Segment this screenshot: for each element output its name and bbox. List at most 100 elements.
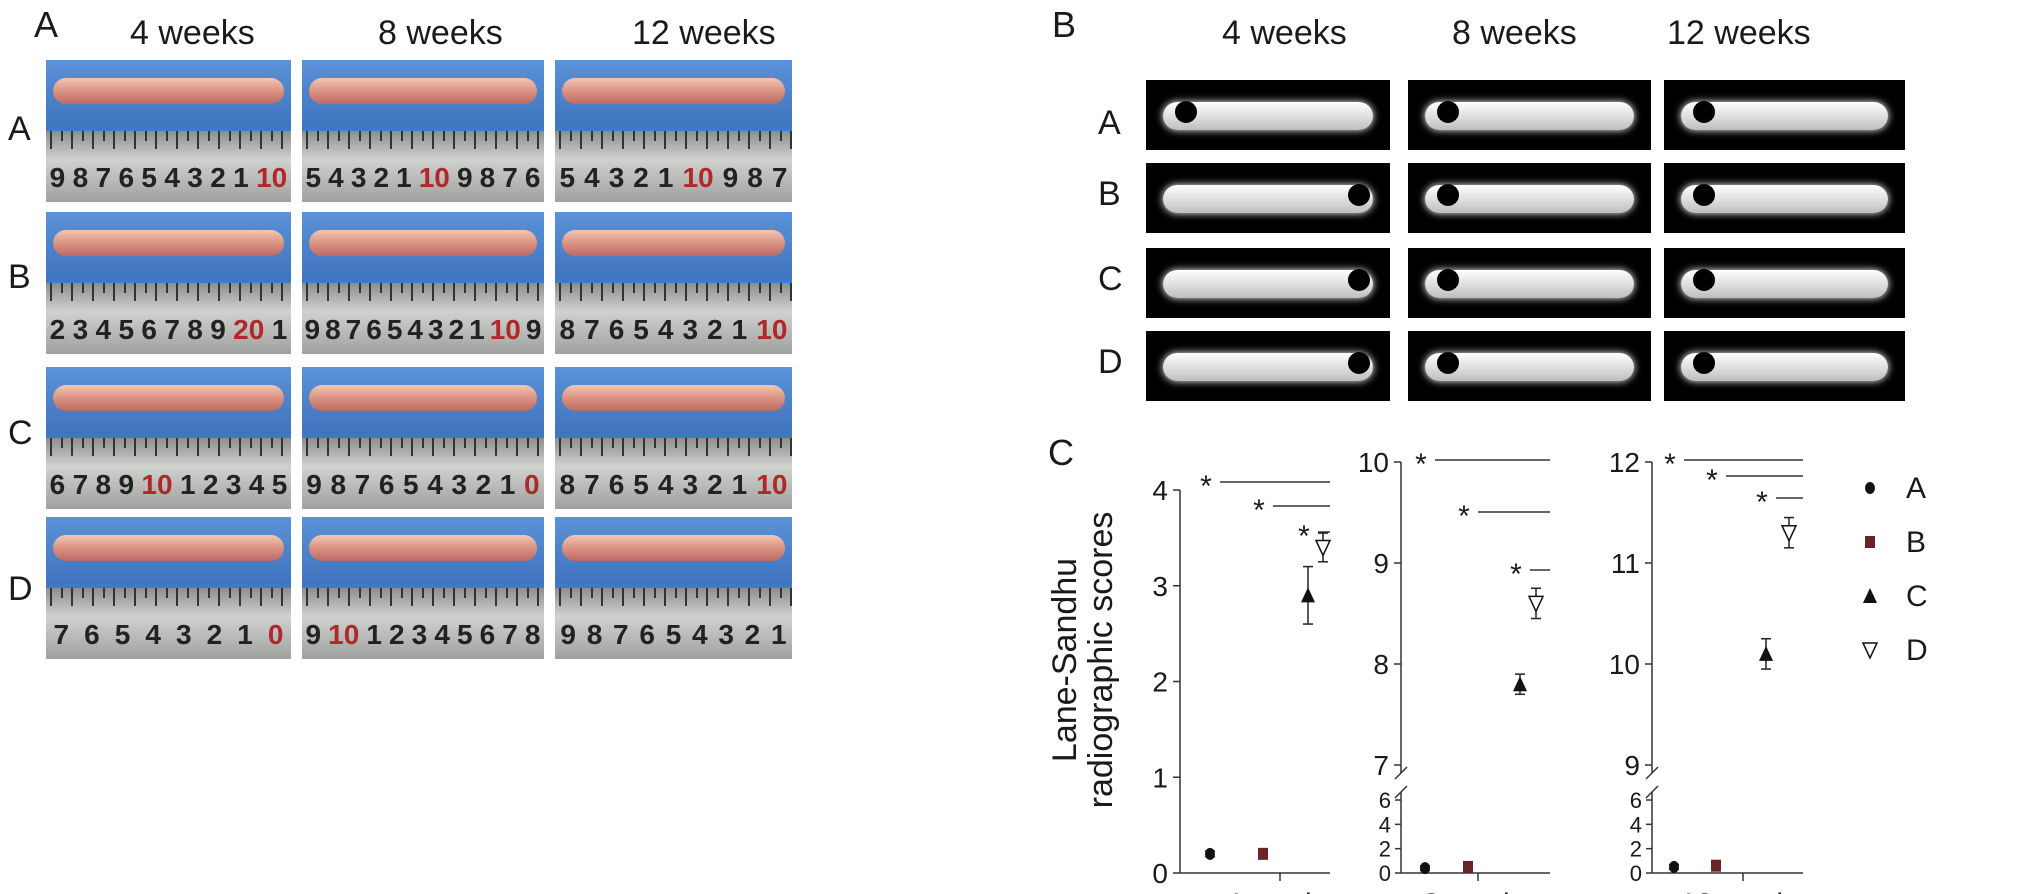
femur-xray xyxy=(1680,353,1889,382)
ruler-number: 8 xyxy=(95,469,112,500)
ruler-number: 2 xyxy=(744,619,761,650)
ruler-number: 8 xyxy=(325,314,341,345)
ruler-number: 2 xyxy=(210,162,226,193)
ruler-number: 5 xyxy=(633,314,649,345)
ruler: 2 3 4 5 6 7 8 9 20 1 xyxy=(46,283,291,354)
femoral-head-notch xyxy=(1692,184,1715,206)
y-tick-label: 10 xyxy=(1358,447,1389,478)
ruler-number: 2 xyxy=(49,314,66,345)
y-tick-label: 0 xyxy=(1379,861,1391,886)
ruler-number: 6 xyxy=(84,619,100,650)
femur-xray xyxy=(1425,185,1634,214)
y-tick-label: 7 xyxy=(1373,750,1389,781)
ruler-number: 3 xyxy=(187,162,203,193)
ruler-number: 7 xyxy=(584,314,600,345)
ruler-number: 10 xyxy=(756,469,788,500)
femur-specimen xyxy=(53,230,284,256)
axis-break-mark xyxy=(1645,766,1659,780)
femoral-head-notch xyxy=(1437,352,1460,374)
ruler-number: 4 xyxy=(164,162,180,193)
femur-specimen xyxy=(562,230,785,256)
ruler-number: 7 xyxy=(771,162,788,193)
ruler-number: 4 xyxy=(657,469,674,500)
ruler: 9 8 7 6 5 4 3 2 1 10 9 xyxy=(302,283,544,354)
femur-specimen xyxy=(562,78,785,104)
xray-image xyxy=(1664,80,1905,150)
ruler-number: 3 xyxy=(411,619,428,650)
ruler-number: 5 xyxy=(141,162,157,193)
ruler-number: 7 xyxy=(613,619,629,650)
ruler-number: 5 xyxy=(114,619,131,650)
panel-a-row-a: A xyxy=(8,110,31,148)
ruler-number: 5 xyxy=(386,314,403,345)
ruler-number: 2 xyxy=(202,469,219,500)
panel-b-row-b: B xyxy=(1098,175,1121,213)
legend-marker-d xyxy=(1861,642,1879,660)
y-tick-label: 10 xyxy=(1609,649,1640,680)
y-tick-label: 2 xyxy=(1379,837,1391,862)
y-tick-label: 3 xyxy=(1152,571,1168,602)
ruler-number: 4 xyxy=(95,314,112,345)
ruler: 8 7 6 5 4 3 2 1 10 xyxy=(555,283,792,354)
femur-xray xyxy=(1163,102,1373,131)
y-tick-label: 6 xyxy=(1379,788,1391,813)
ruler-number: 7 xyxy=(95,162,112,193)
ruler-number: 2 xyxy=(206,619,223,650)
femoral-head-notch xyxy=(1437,269,1460,291)
y-tick-label: 12 xyxy=(1609,447,1640,478)
significance-star: * xyxy=(1510,558,1522,591)
data-point-c xyxy=(1759,645,1773,661)
y-tick-label: 4 xyxy=(1379,812,1391,837)
y-tick-label: 9 xyxy=(1373,548,1389,579)
ruler-number: 1 xyxy=(237,619,253,650)
ruler-number: 7 xyxy=(164,314,180,345)
data-point-b xyxy=(1463,860,1473,873)
panel-b-row-a: A xyxy=(1098,104,1121,142)
panel-b-row-c: C xyxy=(1098,260,1123,298)
panel-a-row-c: C xyxy=(8,414,33,452)
ruler-number: 10 xyxy=(756,314,788,345)
ruler-number: 9 xyxy=(525,314,542,345)
ruler-number: 9 xyxy=(456,162,473,193)
xray-image xyxy=(1664,163,1905,233)
xray-image xyxy=(1146,248,1390,318)
bone-photo: 6 7 8 9 10 1 2 3 4 5 xyxy=(46,367,291,509)
xray-image xyxy=(1664,331,1905,401)
ruler-number: 5 xyxy=(665,619,682,650)
y-tick-label: 2 xyxy=(1152,667,1168,698)
ruler-number: 2 xyxy=(373,162,390,193)
ruler-number: 8 xyxy=(524,619,541,650)
ruler-number: 6 xyxy=(639,619,655,650)
ruler-number: 1 xyxy=(469,314,485,345)
data-point-c xyxy=(1301,587,1315,603)
ruler-number: 7 xyxy=(502,619,518,650)
data-point-d xyxy=(1314,539,1332,558)
femoral-head-notch xyxy=(1692,352,1715,374)
bone-photo: 9 8 7 6 5 4 3 2 1 10 9 xyxy=(302,212,544,354)
data-point-a xyxy=(1420,862,1430,875)
y-tick-label: 9 xyxy=(1624,750,1640,781)
xray-image xyxy=(1664,248,1905,318)
xray-image xyxy=(1146,331,1390,401)
ruler-number: 8 xyxy=(479,162,496,193)
xray-image xyxy=(1408,163,1651,233)
ruler-number: 0 xyxy=(523,469,540,500)
ruler-number: 7 xyxy=(584,469,600,500)
ruler-number: 5 xyxy=(456,619,473,650)
xray-image xyxy=(1146,80,1390,150)
data-point-d xyxy=(1780,524,1798,543)
bone-photo: 8 7 6 5 4 3 2 1 10 xyxy=(555,212,792,354)
femoral-head-notch xyxy=(1692,101,1715,123)
panel-c-letter: C xyxy=(1048,432,1074,473)
ruler-number: 7 xyxy=(345,314,362,345)
ruler-number: 3 xyxy=(72,314,89,345)
ruler-number: 9 xyxy=(49,162,66,193)
ruler-number: 3 xyxy=(176,619,192,650)
ruler-number: 9 xyxy=(560,619,576,650)
legend-label: B xyxy=(1906,526,1926,559)
significance-star: * xyxy=(1706,464,1718,497)
data-point-b xyxy=(1258,847,1268,860)
bone-photo: 9 8 7 6 5 4 3 2 1 10 xyxy=(46,60,291,202)
